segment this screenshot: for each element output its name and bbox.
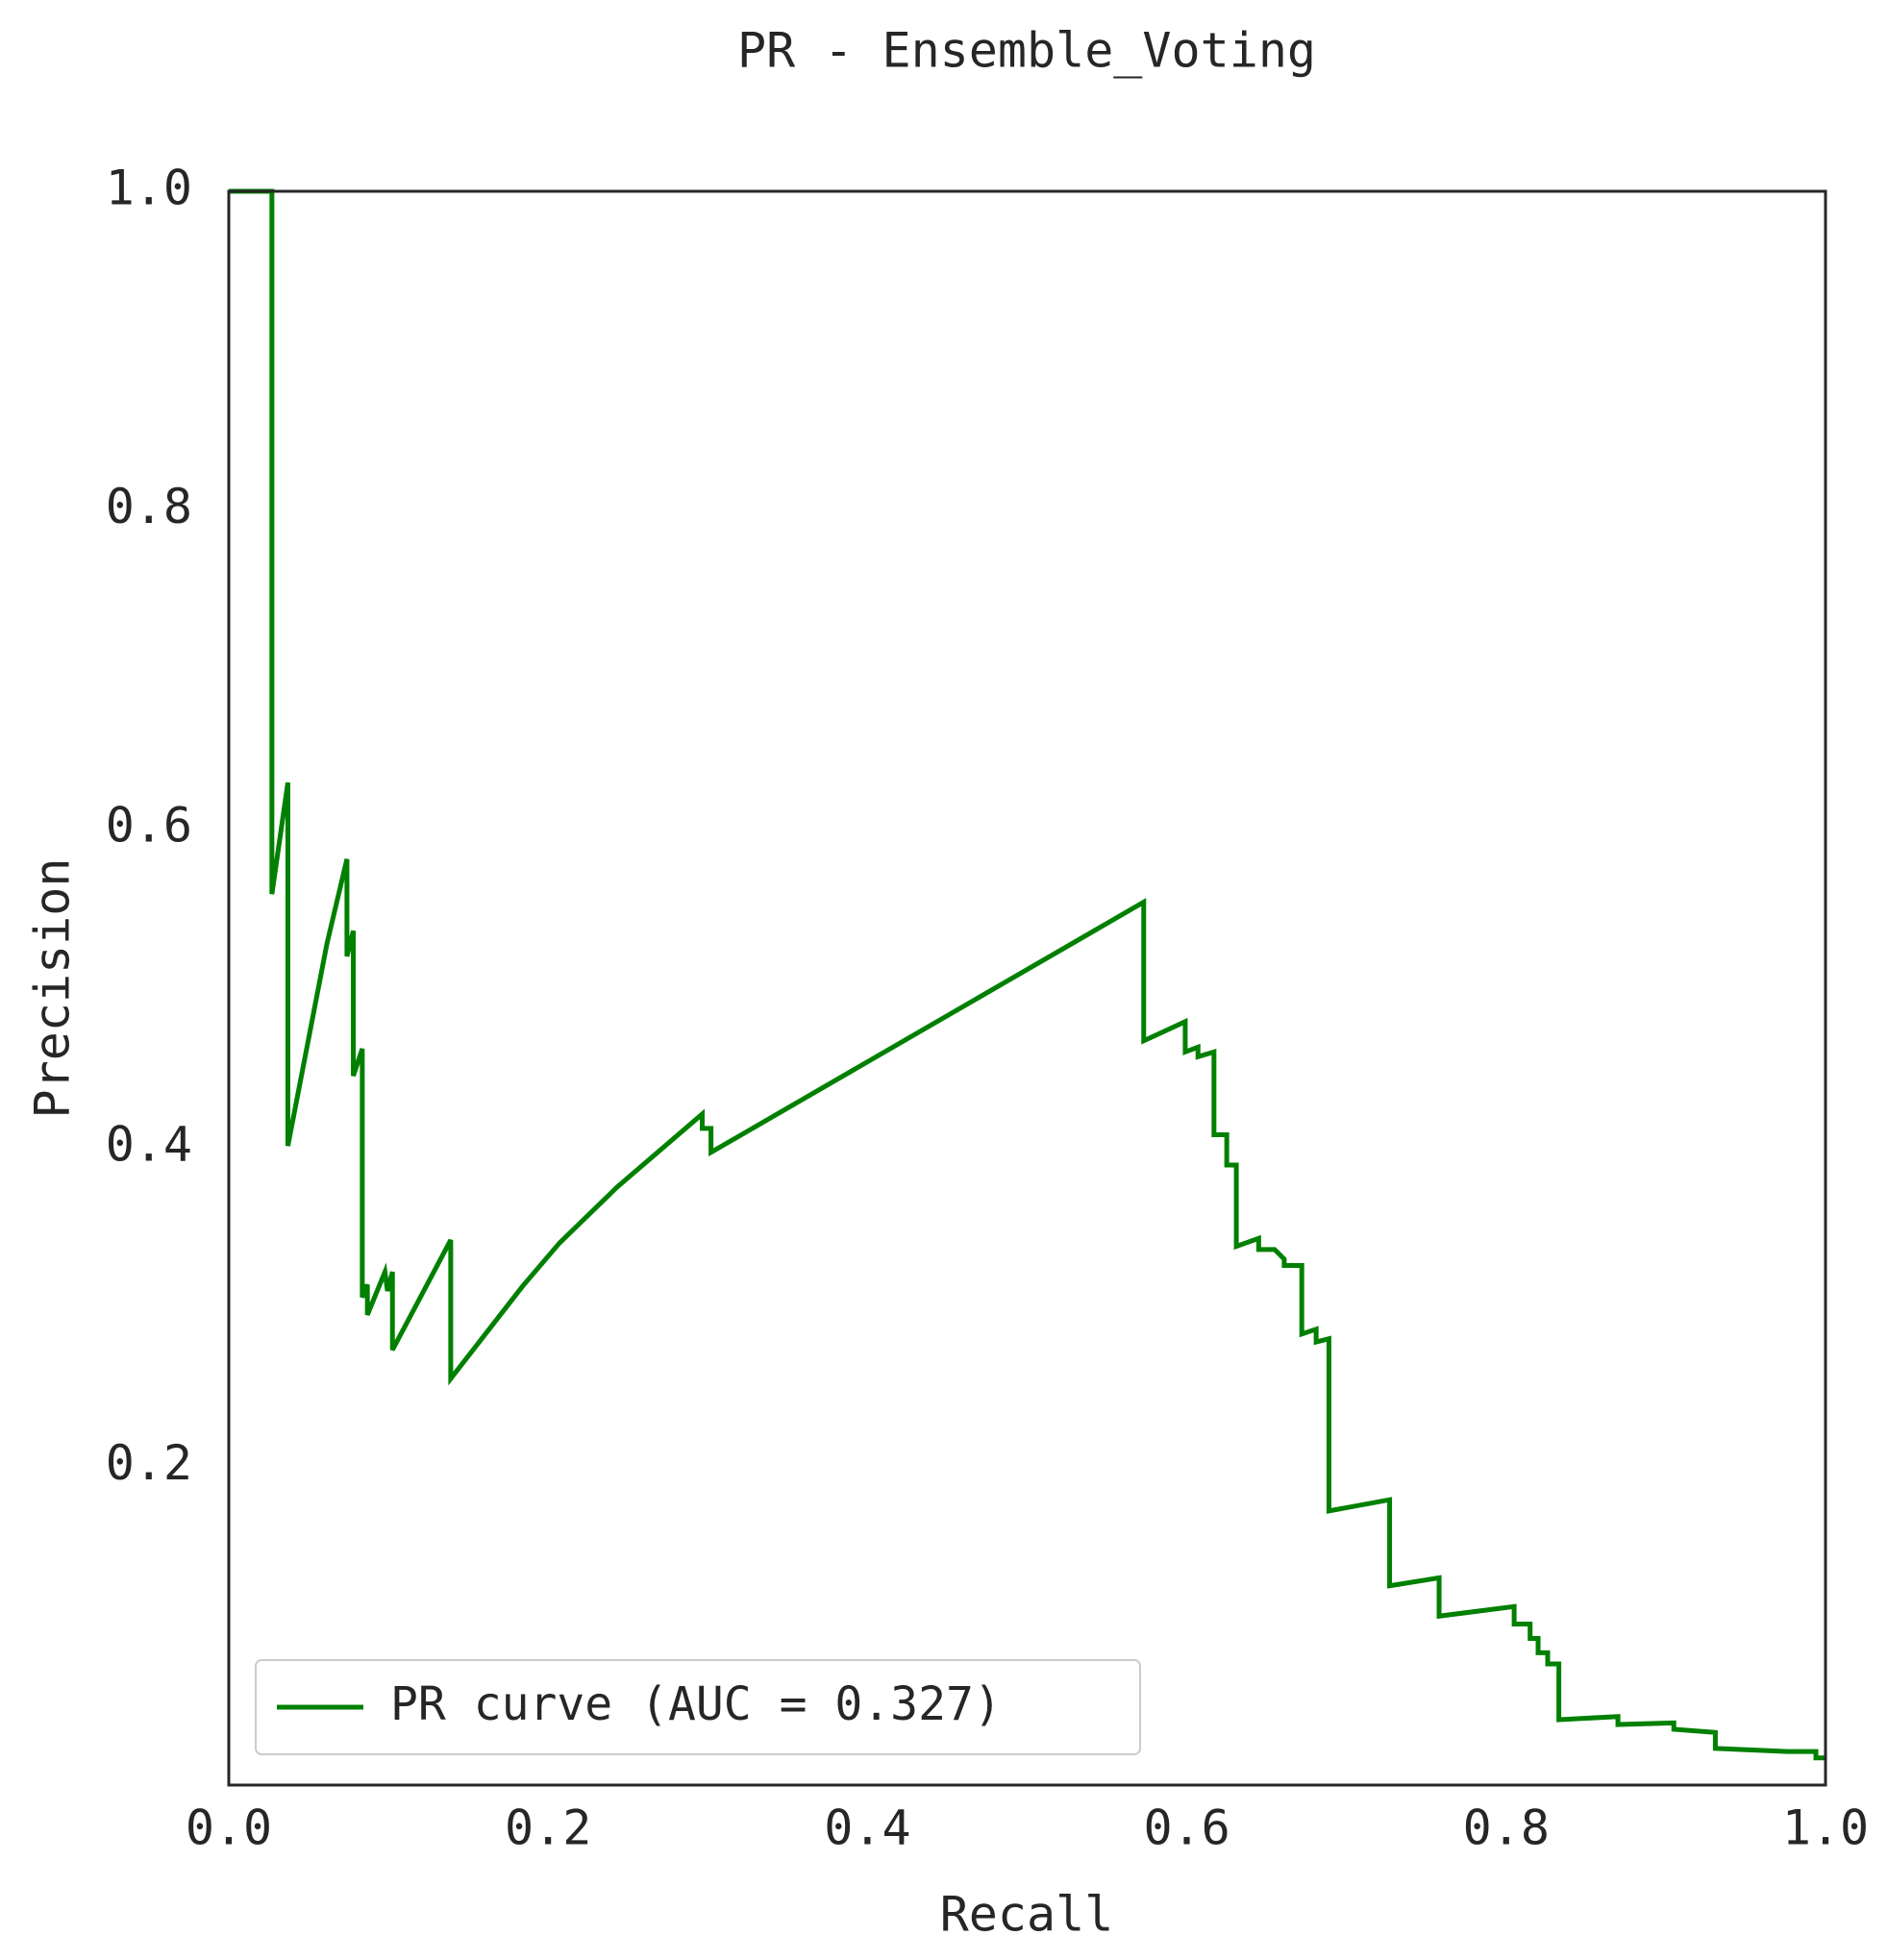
- x-tick-label: 1.0: [1782, 1800, 1869, 1856]
- x-tick-label: 0.0: [186, 1800, 272, 1856]
- pr-curve: [229, 188, 1826, 1761]
- y-axis-label: Precision: [25, 858, 81, 1119]
- legend-box: [255, 1659, 1141, 1755]
- x-tick-label: 0.6: [1143, 1800, 1230, 1856]
- chart-title: PR - Ensemble_Voting: [737, 23, 1316, 79]
- y-tick-label: 0.2: [106, 1435, 192, 1491]
- x-tick-label: 0.4: [824, 1800, 910, 1856]
- x-tick-label: 0.2: [505, 1800, 591, 1856]
- plot-frame: [227, 189, 1827, 1787]
- x-axis-label: Recall: [940, 1887, 1114, 1943]
- y-tick-label: 1.0: [106, 161, 192, 216]
- y-tick-label: 0.8: [106, 479, 192, 534]
- x-tick-label: 0.8: [1463, 1800, 1550, 1856]
- y-tick-label: 0.6: [106, 798, 192, 854]
- y-tick-label: 0.4: [106, 1116, 192, 1172]
- legend-label: PR curve (AUC = 0.327): [390, 1677, 1002, 1731]
- legend: PR curve (AUC = 0.327): [255, 1659, 1141, 1755]
